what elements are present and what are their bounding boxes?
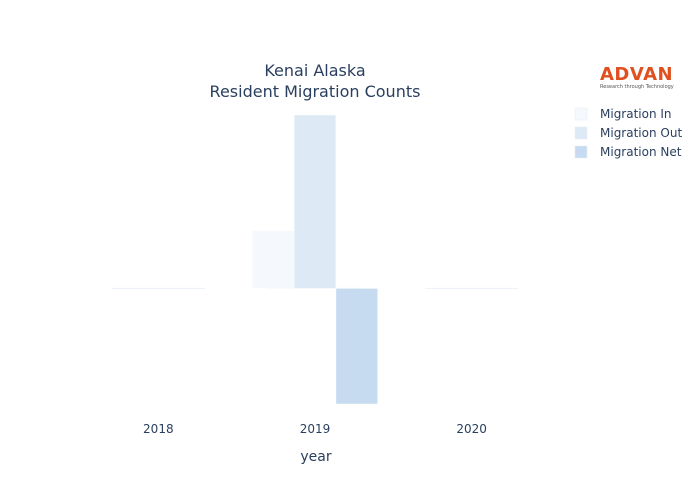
x-axis-title: year [300, 449, 331, 465]
legend-label: Migration Net [600, 145, 682, 159]
logo-wordmark: ADVAN [600, 64, 674, 85]
bar-migration-out-2019[interactable] [293, 114, 337, 289]
legend-swatch [574, 145, 588, 159]
chart-title-line-1: Kenai Alaska [264, 61, 365, 80]
legend-swatch [574, 126, 588, 140]
x-tick-2018: 2018 [143, 422, 174, 436]
bar-migration-in-2019[interactable] [252, 230, 295, 289]
legend-label: Migration In [600, 107, 672, 121]
chart-title-line-2: Resident Migration Counts [210, 82, 421, 101]
bar-migration-net-2019[interactable] [335, 288, 378, 405]
legend-item-migration-in[interactable]: Migration In [574, 107, 672, 121]
advan-logo: ADVAN Research through Technology [600, 66, 680, 91]
logo-tagline: Research through Technology [600, 84, 674, 90]
x-tick-2020: 2020 [456, 422, 487, 436]
legend-swatch [574, 107, 588, 121]
legend-item-migration-out[interactable]: Migration Out [574, 126, 682, 140]
x-axis-ticks: 2018 2019 2020 [143, 422, 487, 436]
legend-label: Migration Out [600, 126, 682, 140]
legend[interactable]: Migration In Migration Out Migration Net [574, 107, 682, 159]
legend-item-migration-net[interactable]: Migration Net [574, 145, 682, 159]
bars [252, 114, 378, 405]
x-tick-2019: 2019 [300, 422, 331, 436]
